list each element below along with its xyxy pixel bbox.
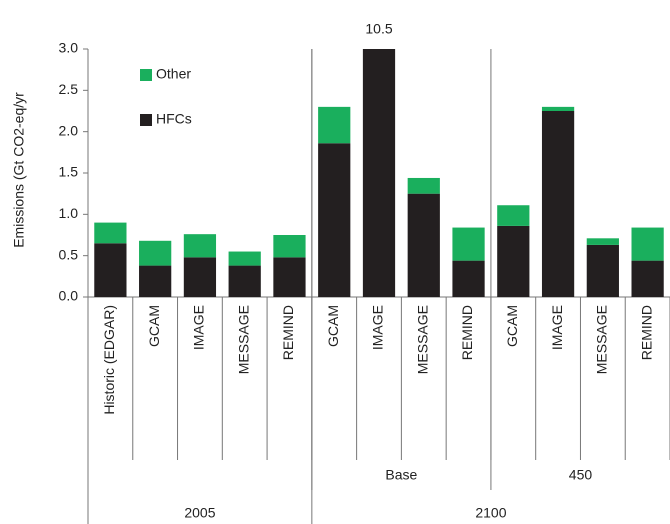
bar-segment [318, 143, 351, 297]
group-label: 2100 [475, 505, 506, 521]
y-tick-label: 3.0 [59, 40, 79, 56]
bar-segment [541, 106, 575, 111]
bar-segment [273, 235, 306, 258]
bar-segment [362, 49, 396, 297]
bar-segment [407, 193, 440, 297]
bar-segment [94, 243, 127, 297]
y-tick-label: 1.0 [59, 205, 79, 221]
bar-segment [497, 205, 530, 226]
legend-swatch [140, 69, 152, 81]
bar-segment [139, 240, 172, 266]
bar-segment [183, 257, 217, 297]
x-tick-label: MESSAGE [414, 305, 430, 374]
bar-segment [228, 265, 261, 297]
x-tick-label: REMIND [280, 305, 296, 360]
x-tick-label: REMIND [638, 305, 654, 360]
bar-segment [586, 244, 619, 297]
y-tick-label: 1.5 [59, 164, 79, 180]
bar-segment [273, 257, 306, 297]
y-tick-label: 2.0 [59, 122, 79, 138]
x-tick-label: IMAGE [549, 305, 565, 350]
x-tick-label: Historic (EDGAR) [101, 305, 117, 415]
bar-segment [94, 222, 127, 244]
bar-segment [228, 251, 261, 266]
x-tick-label: IMAGE [370, 305, 386, 350]
bar-segment [318, 106, 351, 144]
legend-swatch [140, 114, 152, 126]
bar-segment [139, 265, 172, 297]
group-label: 2005 [184, 505, 215, 521]
legend-label: Other [156, 66, 191, 82]
x-tick-label: IMAGE [191, 305, 207, 350]
x-tick-label: GCAM [146, 305, 162, 347]
x-tick-label: MESSAGE [235, 305, 251, 374]
x-tick-label: GCAM [504, 305, 520, 347]
y-tick-label: 0.5 [59, 246, 79, 262]
y-tick-label: 0.0 [59, 288, 79, 304]
legend-label: HFCs [156, 111, 192, 127]
bar-segment [497, 225, 530, 297]
y-tick-label: 2.5 [59, 81, 79, 97]
bar-segment [183, 234, 217, 258]
bar-segment [452, 227, 485, 261]
bar-segment [586, 238, 619, 245]
bar-segment [631, 227, 664, 261]
data-label: 10.5 [365, 21, 392, 37]
bar-segment [631, 260, 664, 297]
x-tick-label: REMIND [459, 305, 475, 360]
x-tick-label: MESSAGE [594, 305, 610, 374]
bar-segment [407, 177, 440, 194]
subgroup-label: 450 [569, 467, 593, 483]
subgroup-label: Base [385, 467, 417, 483]
y-axis-label: Emissions (Gt CO2-eq/yr [11, 92, 27, 248]
bar-segment [452, 260, 485, 297]
bar-segment [541, 111, 575, 297]
x-tick-label: GCAM [325, 305, 341, 347]
